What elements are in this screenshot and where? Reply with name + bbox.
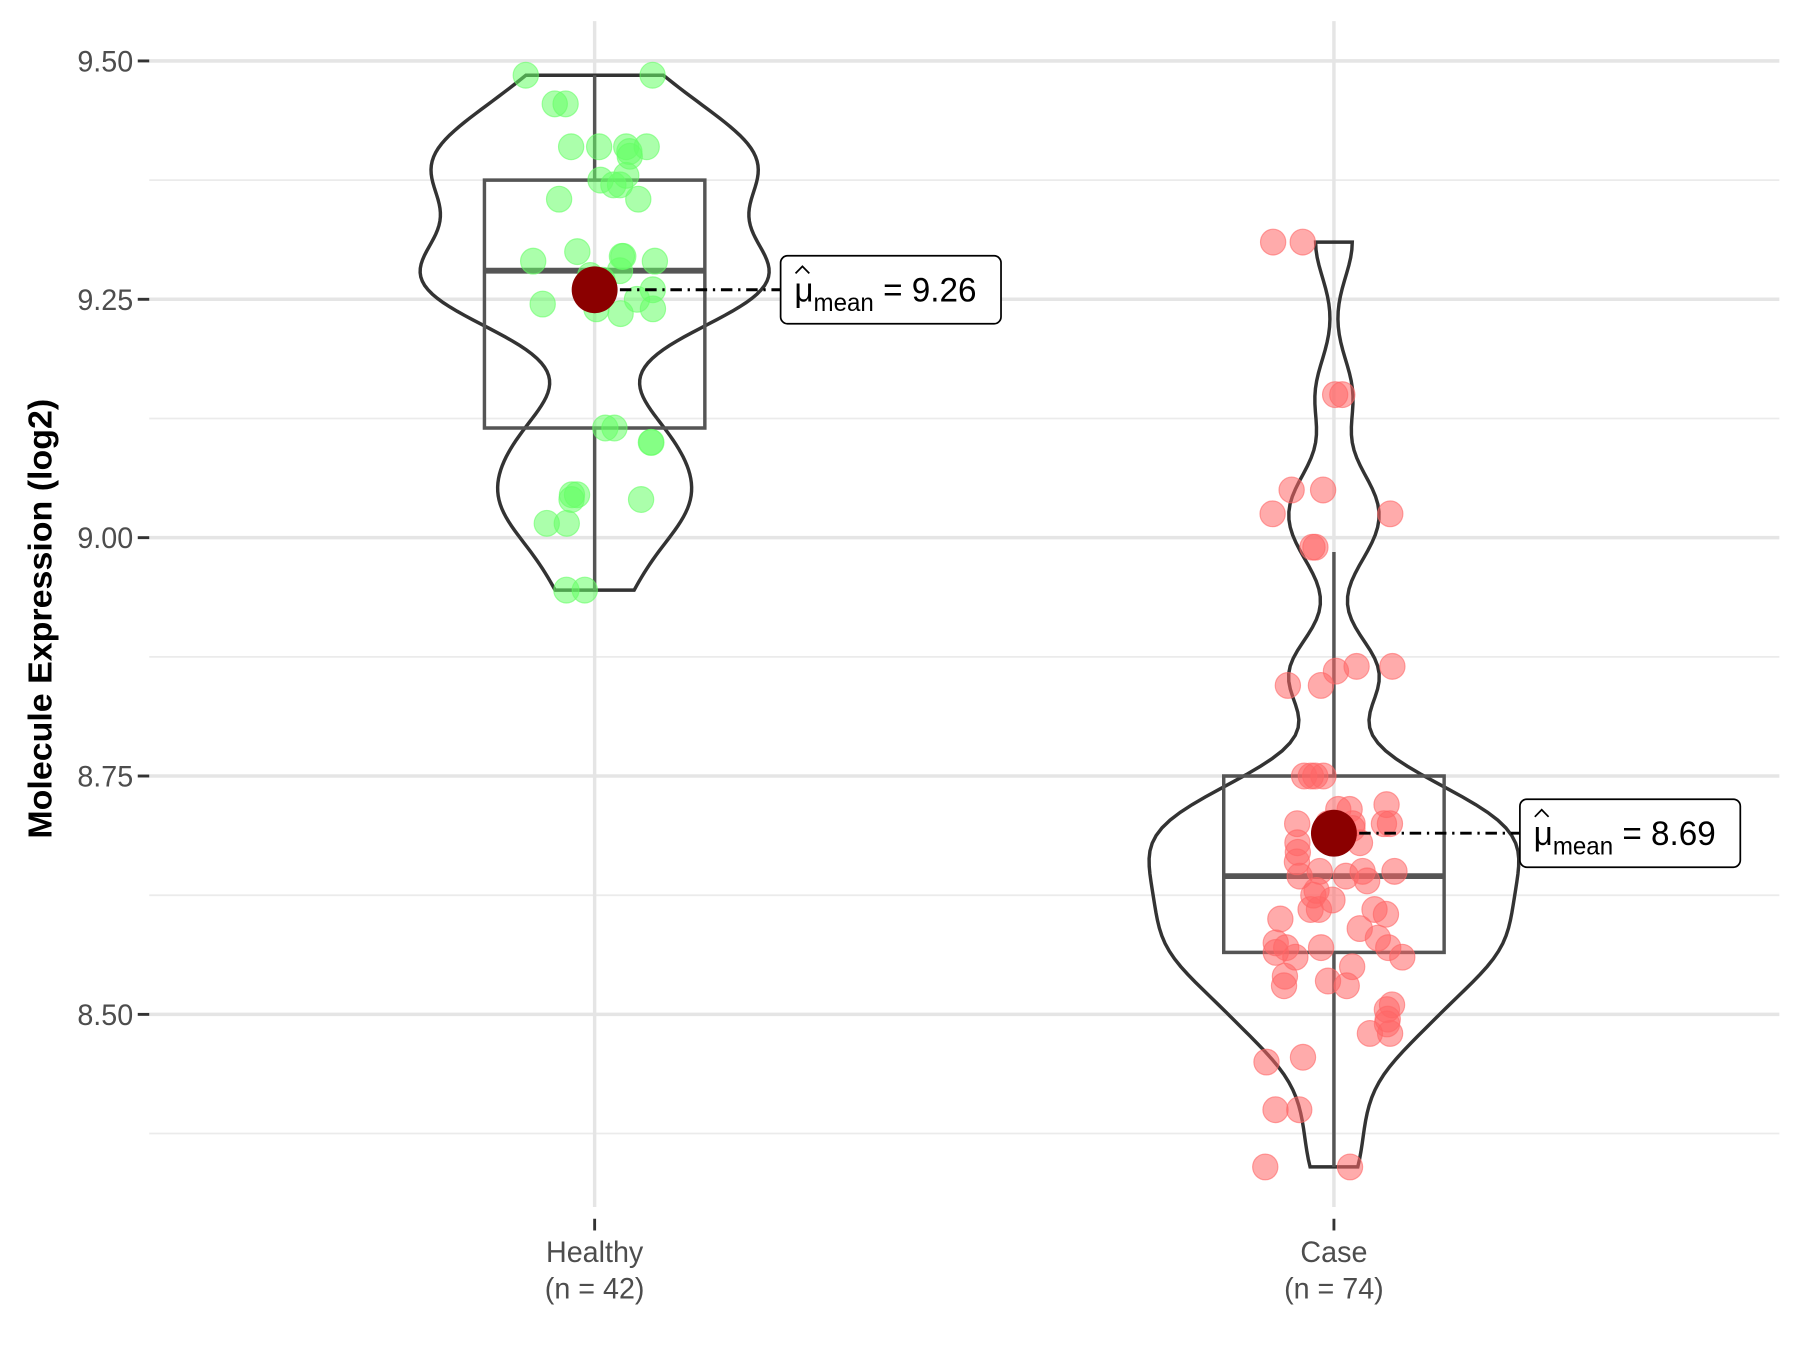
data-point — [607, 300, 634, 328]
data-point — [639, 61, 666, 89]
y-tick-label: 8.50 — [77, 1000, 133, 1032]
data-point — [1289, 1043, 1317, 1071]
data-point — [1259, 228, 1287, 256]
data-point — [585, 133, 613, 161]
data-point — [1321, 381, 1349, 409]
data-point — [1284, 829, 1311, 857]
data-point — [1270, 972, 1298, 1000]
mean-symbol: μ — [1534, 816, 1553, 853]
x-axis: Healthy (n = 42) Case (n = 74) — [545, 1218, 1384, 1306]
data-point — [1274, 671, 1302, 699]
mean-symbol: μ — [794, 272, 813, 309]
mean-label: μmean = 8.69 — [1534, 816, 1716, 861]
data-point — [641, 247, 669, 275]
y-tick-label: 9.00 — [77, 523, 133, 555]
data-point — [1336, 1153, 1364, 1181]
data-point — [529, 290, 556, 318]
data-point — [553, 576, 580, 604]
data-point — [1289, 228, 1316, 256]
mean-label-box — [1519, 798, 1742, 869]
data-point — [1353, 867, 1381, 895]
data-point — [512, 61, 539, 89]
y-axis: 9.50 9.25 9.00 8.75 8.50 — [77, 46, 150, 1032]
data-point — [1375, 934, 1402, 962]
data-point — [553, 509, 580, 537]
data-point — [1356, 1019, 1384, 1047]
data-point — [1278, 476, 1305, 504]
mean-point — [571, 266, 618, 314]
data-point — [1333, 972, 1360, 1000]
data-point — [558, 486, 585, 513]
data-point — [1267, 905, 1294, 933]
group-case: μmean = 8.69 — [1147, 228, 1742, 1181]
mean-label: μmean = 9.26 — [794, 272, 976, 317]
data-point — [1372, 900, 1400, 928]
data-point — [1252, 1153, 1279, 1181]
data-point — [633, 133, 660, 161]
data-point — [1259, 500, 1286, 528]
data-point — [1379, 652, 1406, 680]
data-point — [1373, 791, 1400, 819]
data-point — [627, 486, 655, 513]
mean-subscript: mean — [1553, 833, 1613, 860]
x-tick-count: (n = 42) — [545, 1273, 645, 1305]
data-point — [637, 428, 665, 456]
mean-subscript: mean — [814, 290, 874, 317]
mean-value: = 8.69 — [1613, 816, 1716, 853]
group-healthy: μmean = 9.26 — [418, 61, 1002, 604]
x-tick-count: (n = 74) — [1284, 1273, 1384, 1305]
data-point — [592, 414, 619, 442]
mean-point — [1310, 809, 1357, 857]
data-point — [1286, 1096, 1313, 1124]
data-point — [1307, 671, 1335, 699]
data-point — [1307, 934, 1335, 962]
data-point — [1253, 1048, 1280, 1076]
data-point — [1262, 1096, 1289, 1124]
y-tick-label: 9.25 — [77, 285, 133, 317]
hat-icon — [794, 265, 810, 274]
data-point — [545, 185, 573, 213]
mean-value: = 9.26 — [874, 272, 977, 309]
x-tick-label: Healthy — [546, 1237, 644, 1269]
data-point — [1297, 762, 1325, 790]
data-point — [557, 133, 585, 161]
data-point — [613, 161, 640, 189]
data-point — [1377, 500, 1404, 528]
data-point — [1303, 876, 1330, 904]
data-point — [1299, 533, 1326, 561]
mean-label-box — [779, 254, 1002, 325]
data-point — [639, 295, 667, 323]
data-point — [1381, 857, 1408, 885]
data-point — [519, 247, 547, 275]
data-point — [541, 90, 568, 118]
y-tick-label: 9.50 — [77, 46, 133, 78]
data-point — [1309, 476, 1337, 504]
hat-icon — [1534, 808, 1550, 818]
x-tick-label: Case — [1300, 1237, 1367, 1269]
data-point — [625, 185, 652, 213]
y-tick-label: 8.75 — [77, 761, 133, 793]
grid-lines — [149, 21, 1780, 1208]
data-point — [564, 238, 591, 266]
y-axis-title: Molecule Expression (log2) — [23, 399, 60, 839]
data-point — [1346, 915, 1373, 943]
